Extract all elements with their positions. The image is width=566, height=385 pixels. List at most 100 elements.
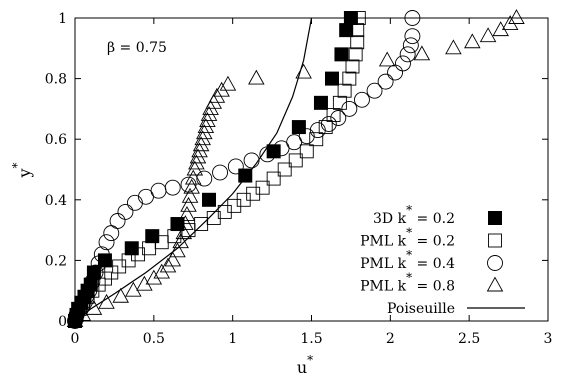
x-tick-label: 2.5 <box>458 331 480 347</box>
x-tick-label: 2 <box>386 331 395 347</box>
data-point <box>194 217 209 231</box>
data-point <box>299 144 314 159</box>
data-point <box>277 162 292 177</box>
data-point <box>184 169 202 185</box>
data-point <box>464 33 481 49</box>
data-point <box>167 229 182 244</box>
data-point <box>196 170 213 187</box>
data-point <box>98 234 115 251</box>
legend-entry: PML k* = 0.8 <box>360 271 504 295</box>
legend-label-rest: = 0.8 <box>412 279 455 295</box>
data-point <box>350 35 365 50</box>
data-point <box>351 11 366 25</box>
data-point <box>178 206 196 221</box>
data-point <box>501 15 519 31</box>
data-point <box>175 224 193 240</box>
data-point <box>153 263 170 279</box>
data-point <box>243 152 260 169</box>
data-point <box>145 269 163 285</box>
data-point <box>309 122 326 139</box>
poiseuille-line <box>74 17 313 322</box>
data-point <box>313 95 328 110</box>
series-layer <box>66 9 525 329</box>
y-tick-label: 0.6 <box>45 132 67 148</box>
data-point <box>337 83 352 98</box>
data-point <box>109 213 126 229</box>
data-point <box>150 182 167 199</box>
data-point <box>479 27 497 43</box>
data-point <box>136 275 153 291</box>
legend-label: PML k* = 0.2 <box>360 226 455 250</box>
data-point <box>320 116 337 133</box>
x-tick-label: 3 <box>544 331 553 347</box>
data-point <box>238 168 253 183</box>
legend-marker-swatch <box>487 255 503 271</box>
data-point <box>394 55 411 72</box>
data-point <box>183 178 200 194</box>
data-point <box>200 106 218 121</box>
legend-label: 3D k* = 0.2 <box>373 203 455 227</box>
data-point <box>159 257 177 273</box>
y-axis-title-sup: * <box>10 162 24 168</box>
data-point <box>345 59 360 74</box>
data-point <box>399 46 416 63</box>
data-point <box>354 91 370 108</box>
data-point <box>342 71 357 86</box>
y-tick-label: 0.2 <box>45 253 67 269</box>
data-point <box>288 153 303 168</box>
data-point <box>85 299 103 315</box>
data-point <box>164 251 182 267</box>
data-point <box>404 28 421 45</box>
data-point <box>324 71 339 86</box>
legend-label-main: PML k <box>360 234 407 250</box>
y-tick-label: 0 <box>58 314 67 330</box>
legend-label-main: PML k <box>360 279 407 295</box>
data-point <box>445 39 462 55</box>
y-tick-label: 0.8 <box>45 72 67 88</box>
data-point <box>413 45 431 61</box>
legend-label-sup: * <box>406 271 412 285</box>
data-point <box>189 148 207 164</box>
data-point <box>90 255 107 272</box>
legend-label-rest: = 0.2 <box>412 211 455 227</box>
data-point <box>196 124 213 140</box>
data-point <box>208 87 226 103</box>
data-point <box>387 64 404 81</box>
x-axis: 0 0.5 1 1.5 2 2.5 3 <box>71 18 553 347</box>
data-point <box>177 215 194 230</box>
series-3 <box>66 9 525 327</box>
data-point <box>309 132 324 147</box>
data-point <box>332 95 347 110</box>
data-point <box>318 120 333 135</box>
data-point <box>186 160 204 176</box>
legend-label-sup: * <box>406 248 412 262</box>
legend-label-rest: = 0.4 <box>412 256 455 272</box>
data-point <box>169 242 186 258</box>
legend-label-main: 3D k <box>373 211 407 227</box>
data-point <box>87 264 104 281</box>
data-point <box>227 158 244 175</box>
legend-marker-swatch <box>486 276 504 292</box>
data-point <box>194 130 211 146</box>
x-tick-label: 1.5 <box>300 331 322 347</box>
legend-label-main: PML k <box>360 256 407 272</box>
data-point <box>266 171 281 186</box>
data-point <box>112 287 129 303</box>
series-0 <box>68 11 358 328</box>
data-point <box>402 37 419 54</box>
legend-label-sup: * <box>406 226 412 240</box>
legend-entry: PML k* = 0.4 <box>360 248 503 272</box>
data-point <box>492 21 509 37</box>
plot-frame <box>74 17 549 322</box>
data-point <box>404 10 421 26</box>
data-point <box>188 154 205 170</box>
series-4 <box>74 17 313 322</box>
legend-label-sup: * <box>406 203 412 217</box>
legend-label: PML k* = 0.8 <box>360 271 455 295</box>
y-tick-label: 0.4 <box>45 193 67 209</box>
y-axis-title-main: y <box>15 168 34 178</box>
data-point <box>181 187 199 203</box>
data-point <box>298 128 315 145</box>
legend-marker-swatch <box>488 211 502 225</box>
